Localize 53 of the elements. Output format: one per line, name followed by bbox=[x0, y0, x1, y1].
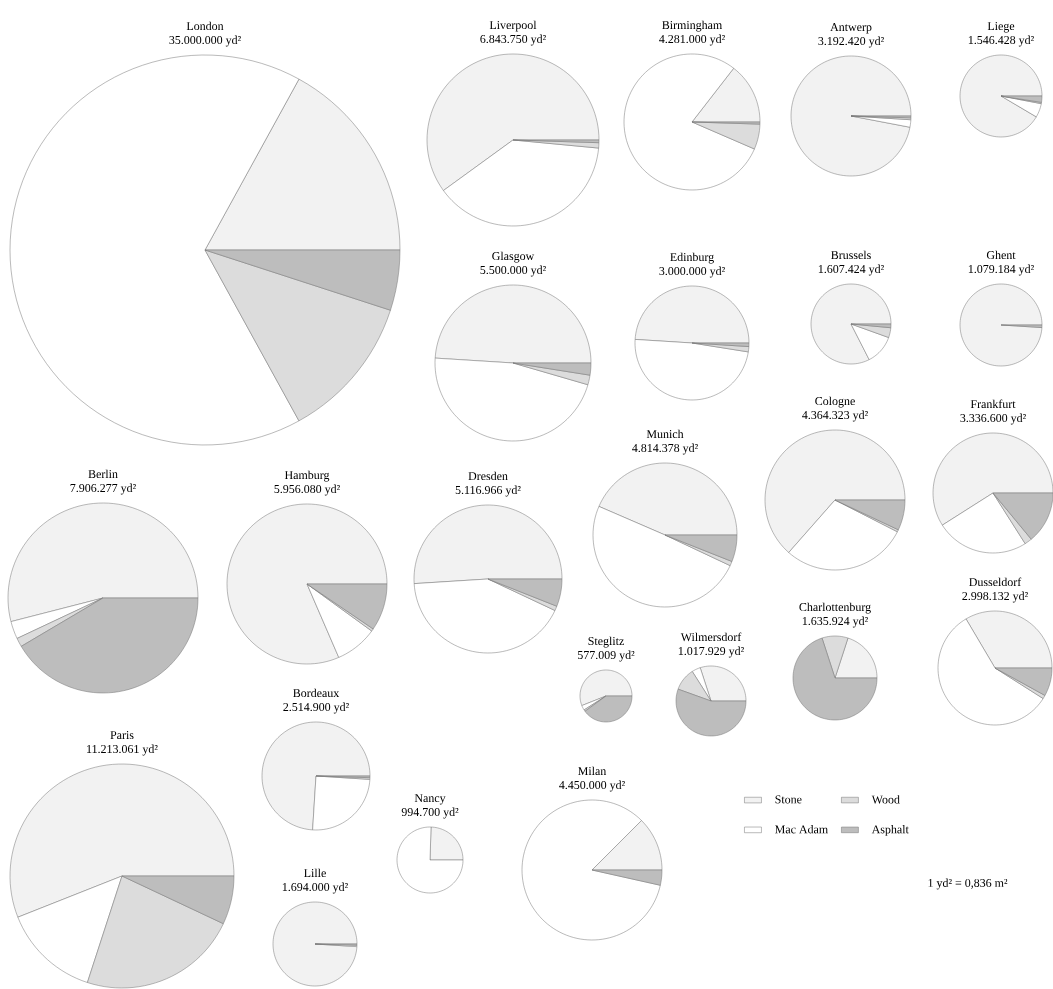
chart-subtitle: 5.956.080 yd² bbox=[274, 484, 340, 496]
chart-title: Liege bbox=[987, 22, 1015, 33]
chart-title: Antwerp bbox=[830, 23, 872, 34]
chart-title: Birmingham bbox=[662, 20, 723, 32]
chart-title: Frankfurt bbox=[970, 399, 1016, 409]
chart-title: Brussels bbox=[831, 250, 871, 260]
chart-title: Cologne bbox=[815, 396, 855, 408]
text: 1 yd² = 0,836 m² bbox=[928, 878, 1008, 890]
chart-title: Munich bbox=[646, 429, 684, 439]
chart-subtitle: 4.450.000 yd² bbox=[559, 780, 625, 792]
chart-subtitle: 2.514.900 yd² bbox=[283, 702, 349, 714]
chart-title: Berlin bbox=[88, 469, 118, 479]
chart-subtitle: 577.009 yd² bbox=[578, 650, 635, 662]
legend-label: Asphalt bbox=[871, 824, 909, 836]
legend-label: Stone bbox=[775, 795, 802, 804]
chart-title: Wilmersdorf bbox=[680, 632, 742, 642]
chart-title: Steglitz bbox=[588, 636, 624, 648]
chart-title: Liverpool bbox=[489, 20, 537, 32]
chart-subtitle: 6.843.750 yd² bbox=[480, 34, 546, 46]
chart-title: Glasgow bbox=[492, 251, 535, 263]
chart-subtitle: 4.814.378 yd² bbox=[632, 443, 698, 455]
chart-title: Charlottenburg bbox=[799, 602, 871, 614]
chart-subtitle: 5.116.966 yd² bbox=[455, 485, 521, 497]
chart-title: Bordeaux bbox=[293, 688, 340, 698]
chart-subtitle: 4.364.323 yd² bbox=[802, 410, 868, 422]
chart-subtitle: 11.213.061 yd² bbox=[87, 744, 158, 756]
chart-subtitle: 1.546.428 yd² bbox=[968, 35, 1034, 47]
chart-subtitle: 3.336.600 yd² bbox=[960, 413, 1026, 425]
chart-title: Paris bbox=[110, 731, 134, 740]
chart-subtitle: 1.607.424 yd² bbox=[818, 264, 884, 276]
chart-title: Milan bbox=[578, 766, 607, 776]
chart-subtitle: 2.998.132 yd² bbox=[962, 591, 1028, 603]
legend-label: Mac Adam bbox=[775, 824, 828, 834]
chart-title: Dusseldorf bbox=[969, 577, 1022, 587]
chart-title: Dresden bbox=[468, 471, 508, 481]
chart-subtitle: 35.000.000 yd² bbox=[169, 35, 241, 47]
chart-subtitle: 1.694.000 yd² bbox=[282, 882, 348, 894]
chart-subtitle: 1.017.929 yd² bbox=[678, 646, 744, 658]
chart-subtitle: 4.281.000 yd² bbox=[659, 34, 725, 46]
chart-subtitle: 1.635.924 yd² bbox=[802, 616, 868, 628]
chart-title: Edinburg bbox=[670, 252, 714, 264]
chart-title: Nancy bbox=[414, 794, 446, 805]
chart-subtitle: 3.192.420 yd² bbox=[818, 36, 884, 48]
chart-title: Ghent bbox=[986, 250, 1016, 260]
chart-title: Lille bbox=[304, 868, 326, 878]
chart-title: London bbox=[186, 21, 224, 31]
chart-subtitle: 3.000.000 yd² bbox=[659, 266, 725, 278]
chart-subtitle: 1.079.184 yd² bbox=[968, 264, 1034, 276]
legend-label: Wood bbox=[871, 795, 900, 804]
chart-subtitle: 5.500.000 yd² bbox=[480, 265, 546, 277]
chart-title: Hamburg bbox=[284, 470, 330, 482]
chart-subtitle: 994.700 yd² bbox=[401, 807, 459, 819]
chart-subtitle: 7.906.277 yd² bbox=[70, 483, 136, 495]
